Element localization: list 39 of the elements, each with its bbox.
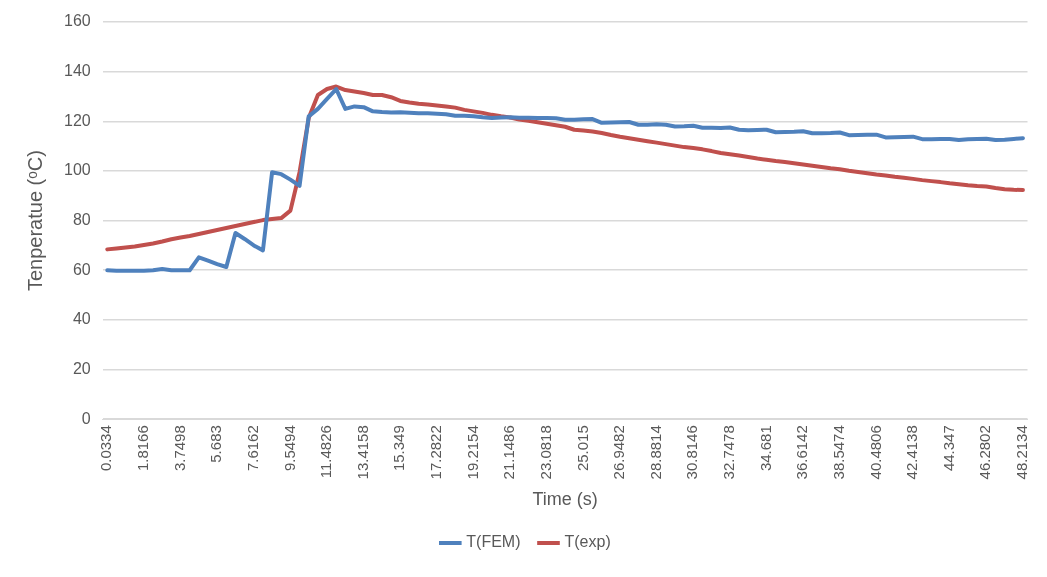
x-tick-label: 32.7478 <box>720 425 738 480</box>
x-tick-label: 13.4158 <box>353 425 371 480</box>
x-tick-label: 7.6162 <box>243 425 261 472</box>
x-tick-label: 3.7498 <box>170 425 188 472</box>
y-tick-label: 20 <box>72 359 91 377</box>
y-tick-label: 160 <box>63 12 91 30</box>
x-tick-label: 40.4806 <box>866 425 884 480</box>
x-tick-label: 36.6142 <box>793 425 811 480</box>
x-tick-label: 23.0818 <box>536 425 554 480</box>
x-tick-label: 42.4138 <box>903 425 921 480</box>
x-tick-label: 48.2134 <box>1013 425 1031 480</box>
x-tick-label: 17.2822 <box>427 425 445 480</box>
x-tick-label: 46.2802 <box>976 425 994 480</box>
x-tick-label: 11.4826 <box>317 425 335 479</box>
x-axis-title: Time (s) <box>532 489 598 510</box>
y-tick-label: 120 <box>63 111 91 129</box>
x-tick-label: 1.8166 <box>134 425 152 472</box>
x-tick-label: 0.0334 <box>97 425 115 472</box>
x-tick-label: 21.1486 <box>500 425 518 480</box>
y-tick-label: 140 <box>63 62 91 80</box>
x-tick-label: 26.9482 <box>610 425 628 480</box>
y-tick-label: 40 <box>72 310 91 328</box>
y-tick-label: 100 <box>63 161 91 179</box>
x-tick-label: 34.681 <box>756 425 774 472</box>
y-tick-label: 80 <box>72 211 91 228</box>
x-tick-label: 15.349 <box>390 425 408 472</box>
legend-label: T(exp) <box>564 533 611 551</box>
x-tick-label: 25.015 <box>573 425 591 472</box>
y-tick-label: 0 <box>81 409 91 427</box>
x-tick-label: 5.683 <box>207 425 225 463</box>
x-tick-label: 28.8814 <box>646 425 664 480</box>
y-axis-title: Tenperatue (ᵒC) <box>23 150 46 292</box>
x-tick-label: 44.347 <box>939 425 957 472</box>
x-tick-label: 19.2154 <box>463 425 481 480</box>
x-tick-label: 38.5474 <box>829 425 847 480</box>
x-tick-label: 9.5494 <box>280 425 298 472</box>
y-tick-label: 60 <box>72 260 91 278</box>
x-tick-label: 30.8146 <box>683 425 701 480</box>
legend-label: T(FEM) <box>466 533 521 551</box>
